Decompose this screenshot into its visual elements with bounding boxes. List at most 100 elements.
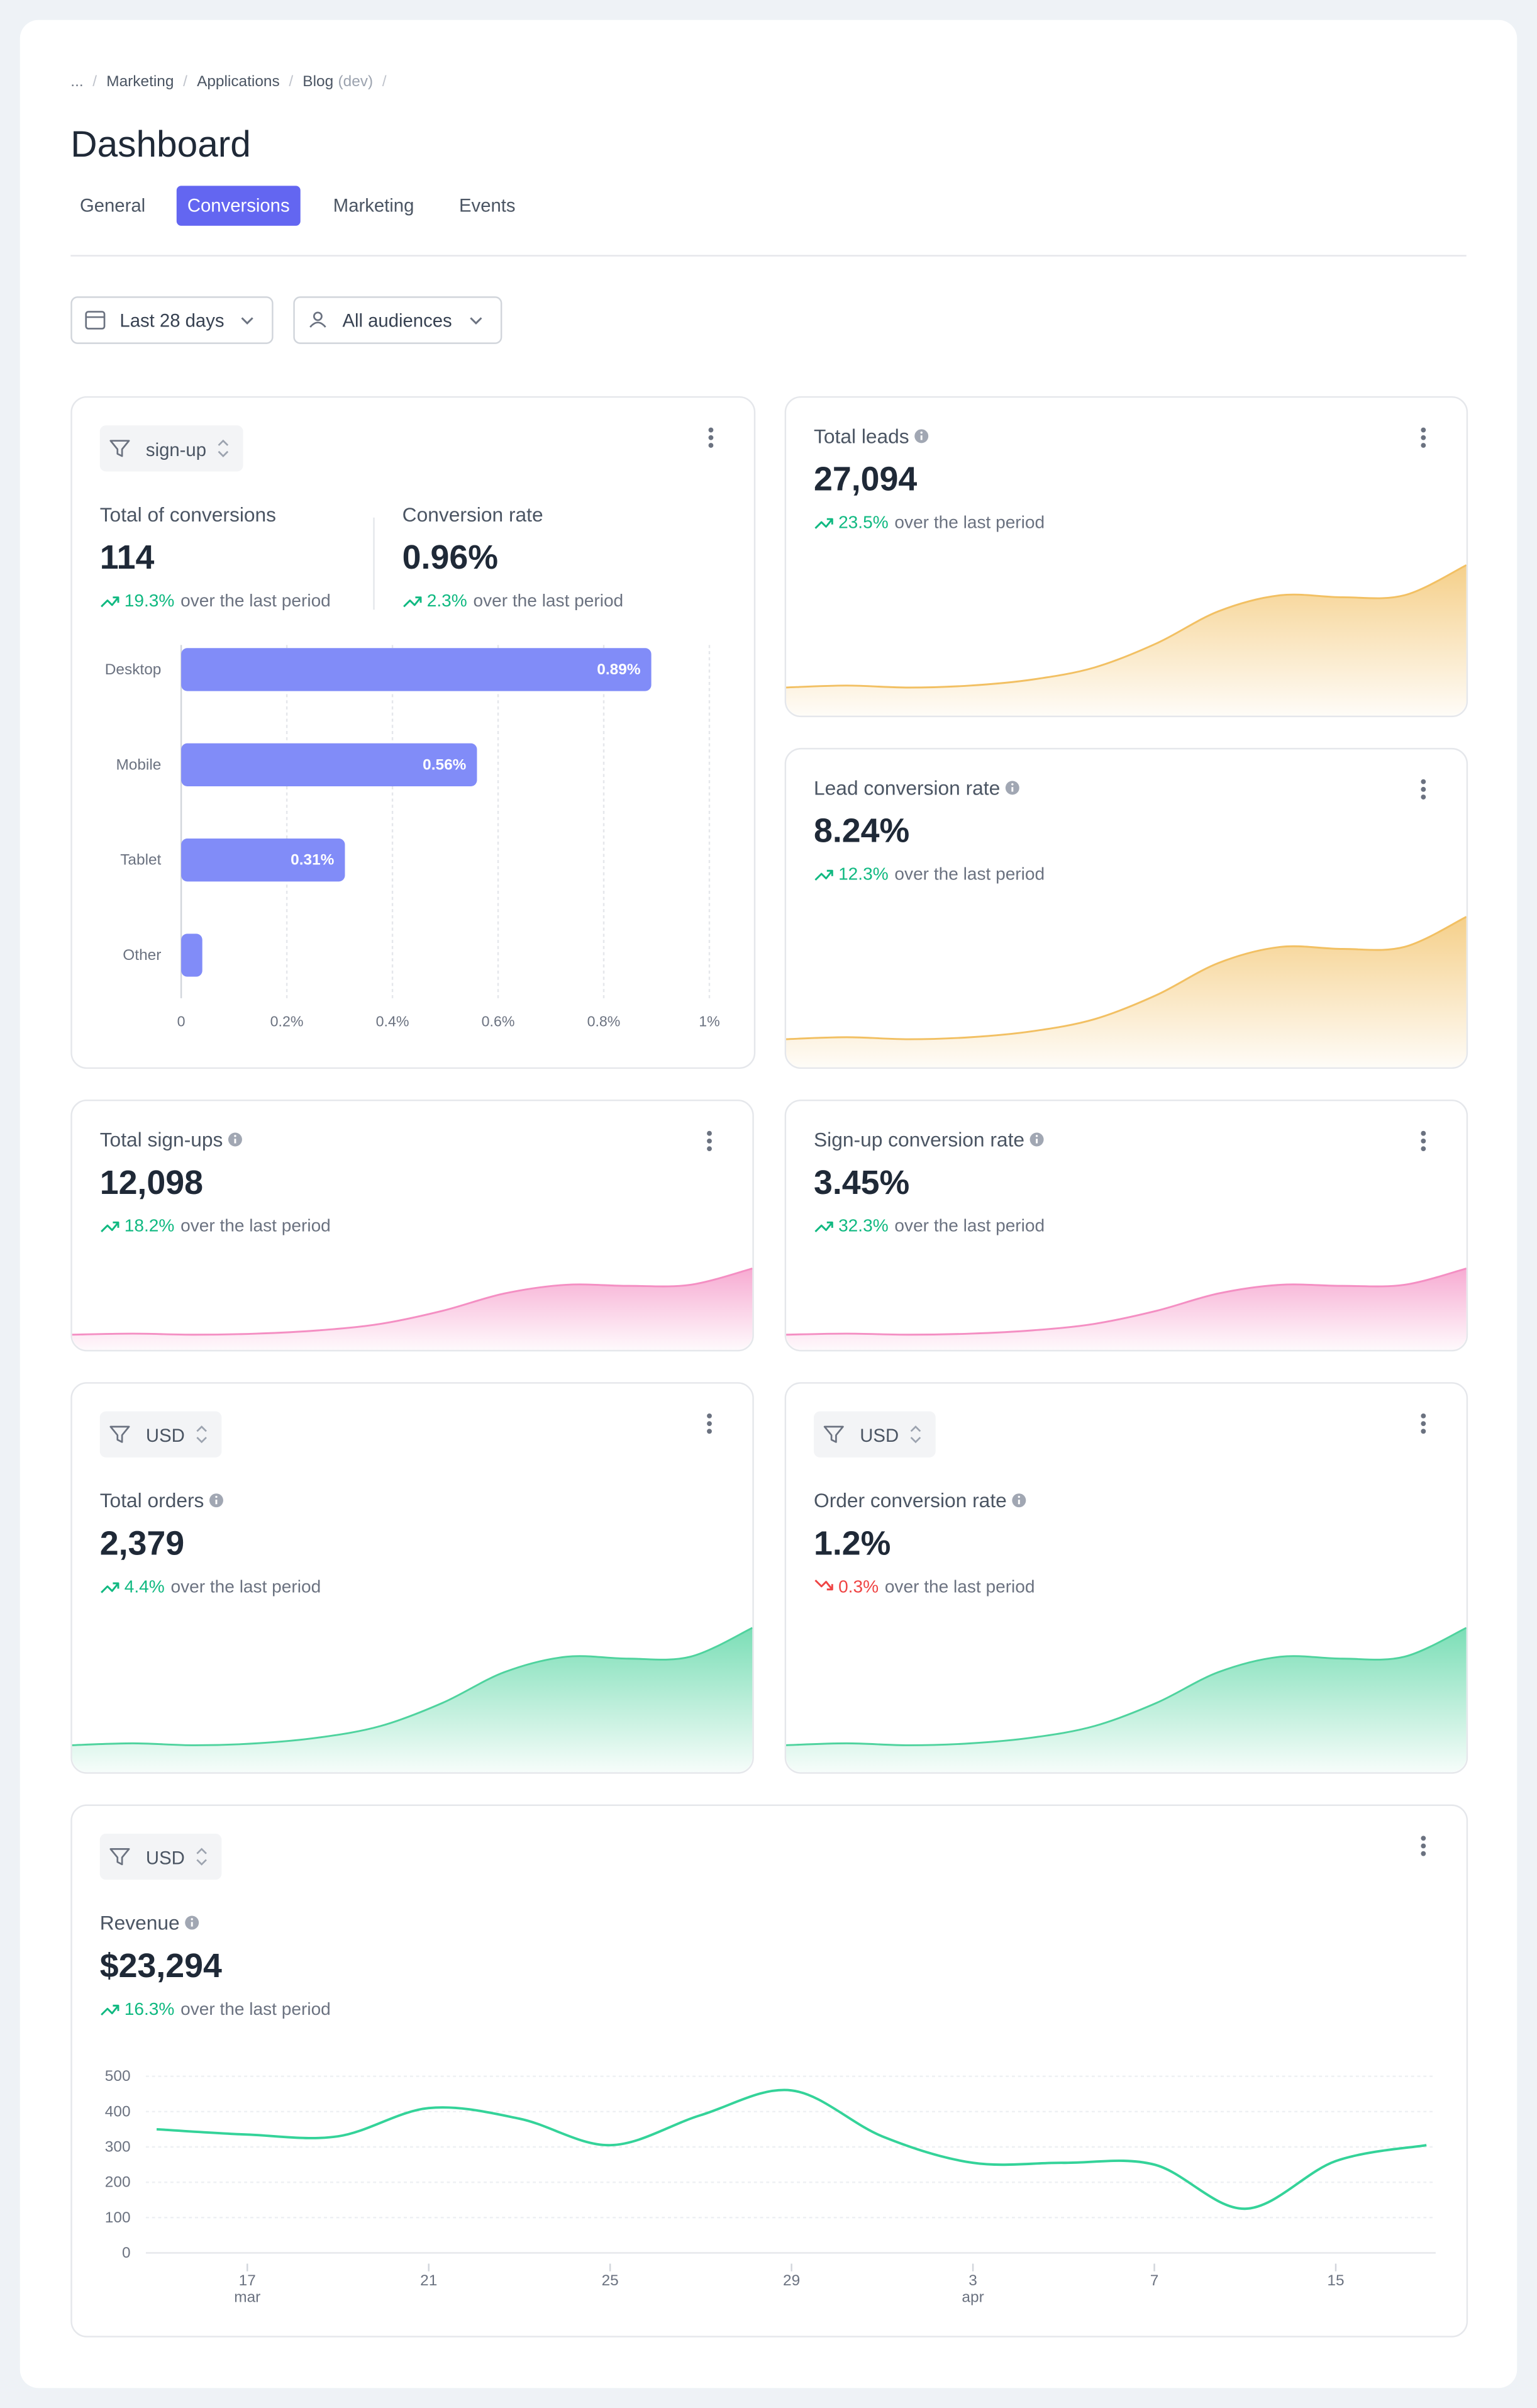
area-line — [786, 916, 1467, 1040]
y-tick-label: 200 — [105, 2174, 131, 2191]
metric-note: over the last period — [894, 1216, 1045, 1235]
metric-note: over the last period — [894, 864, 1045, 884]
value-label: 0.56% — [423, 756, 467, 773]
filter-button[interactable] — [70, 296, 274, 344]
area-line — [786, 564, 1467, 689]
menu-dot — [1421, 1851, 1426, 1856]
metric-value: 8.24% — [814, 812, 909, 850]
tab[interactable]: General — [80, 196, 145, 216]
sort-icon — [910, 1425, 921, 1444]
menu-dot — [708, 435, 714, 440]
trend-icon — [814, 1221, 833, 1232]
info-icon-dot — [1035, 1135, 1038, 1137]
filter-chip[interactable] — [99, 1411, 222, 1458]
x-tick-label: 0 — [177, 1013, 186, 1029]
trend-icon — [101, 1582, 119, 1593]
menu-dot — [1421, 443, 1426, 448]
value-label: 0.31% — [291, 852, 335, 869]
menu-dot — [707, 1421, 712, 1427]
bar — [181, 743, 477, 786]
filter-icon — [109, 1425, 130, 1443]
metric-label: Total of conversions — [100, 503, 276, 526]
breadcrumb-separator: / — [382, 73, 387, 90]
menu-dot — [708, 443, 714, 448]
menu-dot — [707, 1138, 712, 1144]
menu-dot — [1421, 794, 1426, 800]
metric-label: Total leads — [814, 425, 909, 447]
metric-note: over the last period — [894, 513, 1045, 532]
x-tick-label: 1% — [699, 1013, 720, 1029]
filter-chip[interactable] — [814, 1411, 936, 1458]
y-tick-label: 300 — [105, 2138, 131, 2155]
area — [786, 1627, 1467, 1773]
metric-note: over the last period — [171, 1576, 321, 1596]
category-label: Tablet — [120, 852, 161, 869]
menu-dot — [707, 1130, 712, 1136]
breadcrumb-separator: / — [289, 73, 293, 90]
info-icon-dot — [1018, 1495, 1021, 1498]
metric-note: over the last period — [885, 1576, 1035, 1596]
menu-dot — [1421, 1843, 1426, 1849]
filter-icon — [109, 440, 130, 457]
filter-chip-label: USD — [146, 1848, 185, 1869]
card — [70, 1804, 1468, 2338]
value-label: 0.89% — [597, 661, 641, 678]
menu-dot — [1421, 1138, 1426, 1144]
breadcrumb-suffix: (dev) — [338, 73, 374, 90]
info-icon-dot — [234, 1135, 236, 1137]
chevron-icon — [470, 317, 482, 325]
breadcrumb-item[interactable]: Applications — [197, 73, 280, 90]
filter-chip-label: USD — [860, 1425, 899, 1446]
breadcrumb-separator: / — [92, 73, 97, 90]
trend-icon — [101, 596, 119, 608]
chevron-icon — [241, 317, 253, 325]
metric-label: Sign-up conversion rate — [814, 1128, 1024, 1151]
x-tick-label: 25 — [602, 2272, 619, 2289]
category-label: Other — [123, 947, 161, 964]
breadcrumb-item[interactable]: Marketing — [106, 73, 174, 90]
tab[interactable]: Conversions — [187, 196, 290, 216]
filter-icon — [823, 1425, 844, 1443]
x-month-label: apr — [962, 2289, 984, 2306]
area — [72, 1627, 753, 1773]
y-tick-label: 400 — [105, 2103, 131, 2120]
menu-dot — [1421, 1146, 1426, 1152]
menu-dot — [707, 1429, 712, 1434]
breadcrumb-item[interactable]: ... — [70, 73, 83, 90]
metric-change: 16.3% — [125, 1999, 175, 2019]
x-tick-label: 17 — [239, 2272, 256, 2289]
x-tick-label: 21 — [420, 2272, 437, 2289]
tab[interactable]: Marketing — [333, 196, 414, 216]
metric-change: 32.3% — [838, 1216, 889, 1235]
info-icon-dot — [920, 432, 923, 434]
metric-label: Lead conversion rate — [814, 776, 1000, 799]
breadcrumb-separator: / — [183, 73, 187, 90]
metric-note: over the last period — [180, 1216, 331, 1235]
metric-value: $23,294 — [100, 1947, 222, 1985]
trend-icon — [101, 2004, 119, 2016]
metric-change: 19.3% — [125, 591, 175, 610]
breadcrumb-item[interactable]: Blog — [302, 73, 333, 90]
filter-chip[interactable] — [99, 1833, 222, 1880]
metric-value: 12,098 — [100, 1164, 203, 1201]
page-title: Dashboard — [70, 124, 251, 165]
category-label: Desktop — [105, 661, 162, 678]
menu-dot — [708, 427, 714, 433]
metric-note: over the last period — [180, 1999, 331, 2019]
metric-value: 114 — [100, 538, 155, 576]
filter-chip[interactable] — [99, 425, 243, 472]
x-tick-label: 15 — [1327, 2272, 1344, 2289]
sort-icon — [196, 1425, 207, 1444]
area-line — [786, 1268, 1467, 1336]
area — [786, 917, 1467, 1067]
trend-icon — [814, 1580, 833, 1591]
tab[interactable]: Events — [459, 196, 516, 216]
metric-value: 0.96% — [402, 538, 498, 576]
y-tick-label: 500 — [105, 2068, 131, 2085]
metric-label: Total orders — [100, 1489, 204, 1512]
filter-button[interactable] — [293, 296, 502, 344]
menu-dot — [1421, 1421, 1426, 1427]
metric-label: Conversion rate — [402, 503, 543, 526]
area — [786, 1268, 1467, 1350]
